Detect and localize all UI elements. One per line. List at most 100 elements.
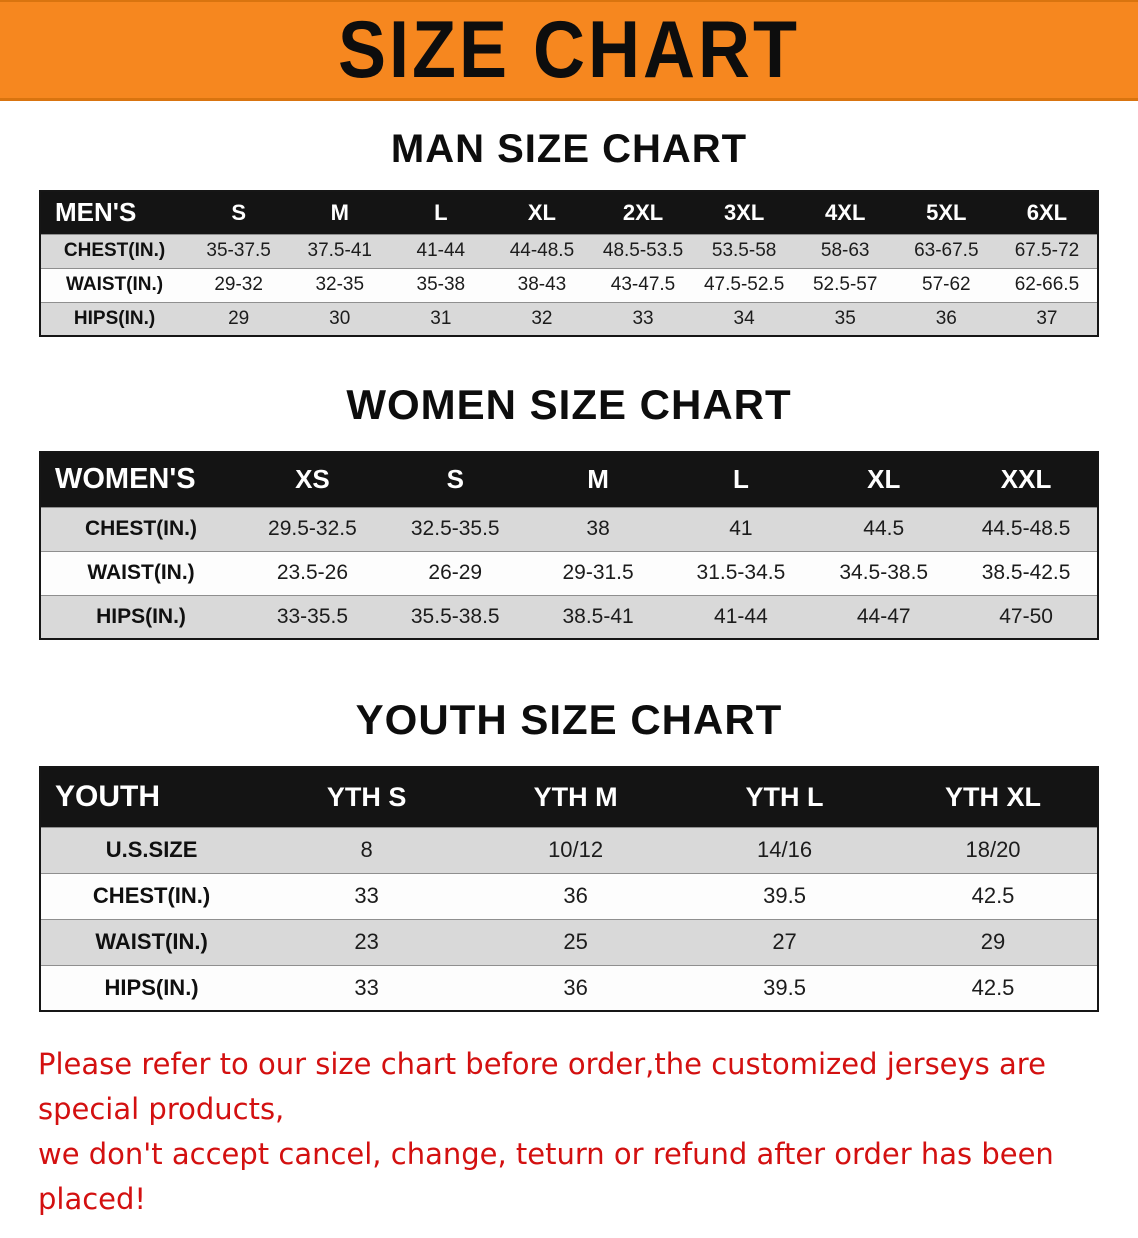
size-value-cell: 25 bbox=[563, 929, 588, 954]
size-value-cell: 38 bbox=[586, 517, 610, 540]
size-value-cell: 62-66.5 bbox=[1014, 274, 1080, 295]
size-value-cell: 18/20 bbox=[965, 837, 1021, 862]
size-value-cell: 39.5 bbox=[763, 883, 806, 908]
column-header: XL bbox=[491, 191, 593, 234]
table-row: HIPS(IN.) 33-35.5 35.5-38.5 38.5-41 41-44 44-… bbox=[40, 595, 1098, 639]
table-row: WAIST(IN.) 23 25 27 29 bbox=[40, 919, 1098, 965]
column-header: YTH M bbox=[471, 767, 681, 827]
column-header: S bbox=[383, 452, 527, 507]
size-value-cell: 42.5 bbox=[971, 974, 1015, 1000]
size-value-cell: 26-29 bbox=[428, 561, 483, 584]
women-size-section: WOMEN SIZE CHART WOMEN'S XS S M L XL XXL CHEST… bbox=[0, 381, 1138, 640]
column-header: L bbox=[390, 191, 492, 234]
size-value-cell: 52.5-57 bbox=[812, 274, 878, 295]
size-value-cell: 47.5-52.5 bbox=[703, 274, 785, 295]
disclaimer-line-1: Please refer to our size chart before or… bbox=[38, 1047, 1046, 1126]
column-header: M bbox=[526, 452, 670, 507]
size-value-cell: 36 bbox=[935, 307, 957, 329]
table-header-row: YOUTH YTH S YTH M YTH L YTH XL bbox=[40, 767, 1098, 827]
size-value-cell: 67.5-72 bbox=[1014, 240, 1080, 261]
row-label: WAIST(IN.) bbox=[87, 561, 195, 584]
youth-size-section: YOUTH SIZE CHART YOUTH YTH S YTH M YTH L YTH… bbox=[0, 696, 1138, 1012]
row-label: CHEST(IN.) bbox=[63, 240, 166, 261]
size-value-cell: 63-67.5 bbox=[914, 240, 979, 261]
size-value-cell: 44-48.5 bbox=[509, 240, 575, 261]
size-value-cell: 30 bbox=[329, 307, 351, 329]
size-value-cell: 33 bbox=[632, 307, 654, 329]
table-row: WAIST(IN.) 23.5-26 26-29 29-31.5 31.5-34.5 34… bbox=[40, 551, 1098, 595]
table-body: CHEST(IN.) 35-37.5 37.5-41 41-44 44-48.5 48.5… bbox=[40, 234, 1098, 336]
corner-header: YOUTH bbox=[40, 767, 263, 827]
size-value-cell: 31 bbox=[430, 307, 452, 329]
table-header-row: MEN'S S M L XL 2XL 3XL 4XL 5XL 6XL bbox=[40, 191, 1098, 234]
column-header: YTH L bbox=[680, 767, 890, 827]
size-value-cell: 29-31.5 bbox=[562, 561, 634, 584]
men-section-heading: MAN SIZE CHART bbox=[390, 127, 748, 171]
size-value-cell: 44.5 bbox=[863, 517, 905, 540]
size-value-cell: 34.5-38.5 bbox=[839, 561, 929, 584]
table-header-row: WOMEN'S XS S M L XL XXL bbox=[40, 452, 1098, 507]
size-value-cell: 8 bbox=[360, 837, 373, 862]
row-label: WAIST(IN.) bbox=[95, 929, 208, 954]
size-value-cell: 36 bbox=[563, 974, 588, 1000]
youth-size-table: YOUTH YTH S YTH M YTH L YTH XL U.S.SIZE 8 10/1… bbox=[39, 766, 1099, 1012]
size-value-cell: 29 bbox=[228, 307, 250, 329]
size-value-cell: 44-47 bbox=[856, 604, 911, 628]
row-label: U.S.SIZE bbox=[105, 837, 198, 862]
size-value-cell: 33 bbox=[354, 974, 379, 1000]
column-header: 4XL bbox=[794, 191, 896, 234]
table-row: CHEST(IN.) 35-37.5 37.5-41 41-44 44-48.5 48.5… bbox=[40, 234, 1098, 268]
size-value-cell: 10/12 bbox=[548, 837, 604, 862]
column-header: XXL bbox=[955, 452, 1098, 507]
size-value-cell: 29.5-32.5 bbox=[268, 517, 357, 540]
size-value-cell: 44.5-48.5 bbox=[981, 517, 1071, 540]
size-value-cell: 35-37.5 bbox=[206, 240, 271, 261]
size-value-cell: 58-63 bbox=[820, 240, 870, 261]
size-value-cell: 38.5-41 bbox=[562, 604, 634, 628]
size-value-cell: 35 bbox=[834, 307, 856, 329]
size-value-cell: 31.5-34.5 bbox=[696, 561, 786, 584]
table-row: HIPS(IN.) 29 30 31 32 33 34 35 36 37 bbox=[40, 302, 1098, 336]
size-value-cell: 35-38 bbox=[416, 274, 466, 295]
column-header: YTH XL bbox=[889, 767, 1098, 827]
table-row: U.S.SIZE 8 10/12 14/16 18/20 bbox=[40, 827, 1098, 873]
table-head: MEN'S S M L XL 2XL 3XL 4XL 5XL 6XL bbox=[40, 191, 1098, 234]
table-row: WAIST(IN.) 29-32 32-35 35-38 38-43 43-47.5 47.… bbox=[40, 268, 1098, 302]
page-title: SIZE CHART bbox=[338, 5, 800, 95]
table-body: U.S.SIZE 8 10/12 14/16 18/20 CHEST(IN.) 33 36 39… bbox=[40, 827, 1098, 1011]
size-value-cell: 48.5-53.5 bbox=[602, 240, 684, 261]
size-value-cell: 32 bbox=[531, 307, 553, 329]
size-value-cell: 23 bbox=[354, 929, 379, 954]
youth-section-heading: YOUTH SIZE CHART bbox=[355, 696, 783, 743]
size-value-cell: 33-35.5 bbox=[276, 604, 349, 628]
column-header: YTH S bbox=[262, 767, 472, 827]
size-value-cell: 32.5-35.5 bbox=[410, 517, 500, 540]
size-value-cell: 34 bbox=[733, 307, 755, 329]
banner: SIZE CHART bbox=[0, 0, 1138, 101]
women-section-heading: WOMEN SIZE CHART bbox=[346, 381, 792, 428]
size-value-cell: 41-44 bbox=[416, 240, 466, 261]
table-row: CHEST(IN.) 33 36 39.5 42.5 bbox=[40, 873, 1098, 919]
size-value-cell: 23.5-26 bbox=[276, 561, 349, 584]
column-header: XS bbox=[241, 452, 384, 507]
size-value-cell: 29 bbox=[980, 929, 1006, 954]
size-value-cell: 29-32 bbox=[214, 274, 263, 295]
size-value-cell: 47-50 bbox=[999, 604, 1053, 628]
row-label: CHEST(IN.) bbox=[92, 883, 211, 908]
men-size-table: MEN'S S M L XL 2XL 3XL 4XL 5XL 6XL CHEST(IN.) 35-3… bbox=[39, 190, 1099, 337]
column-header: S bbox=[188, 191, 290, 234]
row-label: CHEST(IN.) bbox=[85, 517, 197, 540]
size-value-cell: 41 bbox=[729, 517, 753, 540]
size-value-cell: 42.5 bbox=[971, 883, 1015, 908]
size-value-cell: 33 bbox=[354, 883, 379, 908]
size-value-cell: 14/16 bbox=[757, 837, 813, 862]
size-value-cell: 39.5 bbox=[763, 974, 806, 1000]
charts-area: MAN SIZE CHART MEN'S S M L XL 2XL 3XL 4XL 5XL 6XL… bbox=[0, 127, 1138, 1222]
table-row: HIPS(IN.) 33 36 39.5 42.5 bbox=[40, 965, 1098, 1011]
table-head: YOUTH YTH S YTH M YTH L YTH XL bbox=[40, 767, 1098, 827]
table-row: CHEST(IN.) 29.5-32.5 32.5-35.5 38 41 44.5 44.5… bbox=[40, 507, 1098, 551]
column-header: L bbox=[669, 452, 813, 507]
table-body: CHEST(IN.) 29.5-32.5 32.5-35.5 38 41 44.5 44.5… bbox=[40, 507, 1098, 639]
row-label: HIPS(IN.) bbox=[96, 604, 186, 628]
